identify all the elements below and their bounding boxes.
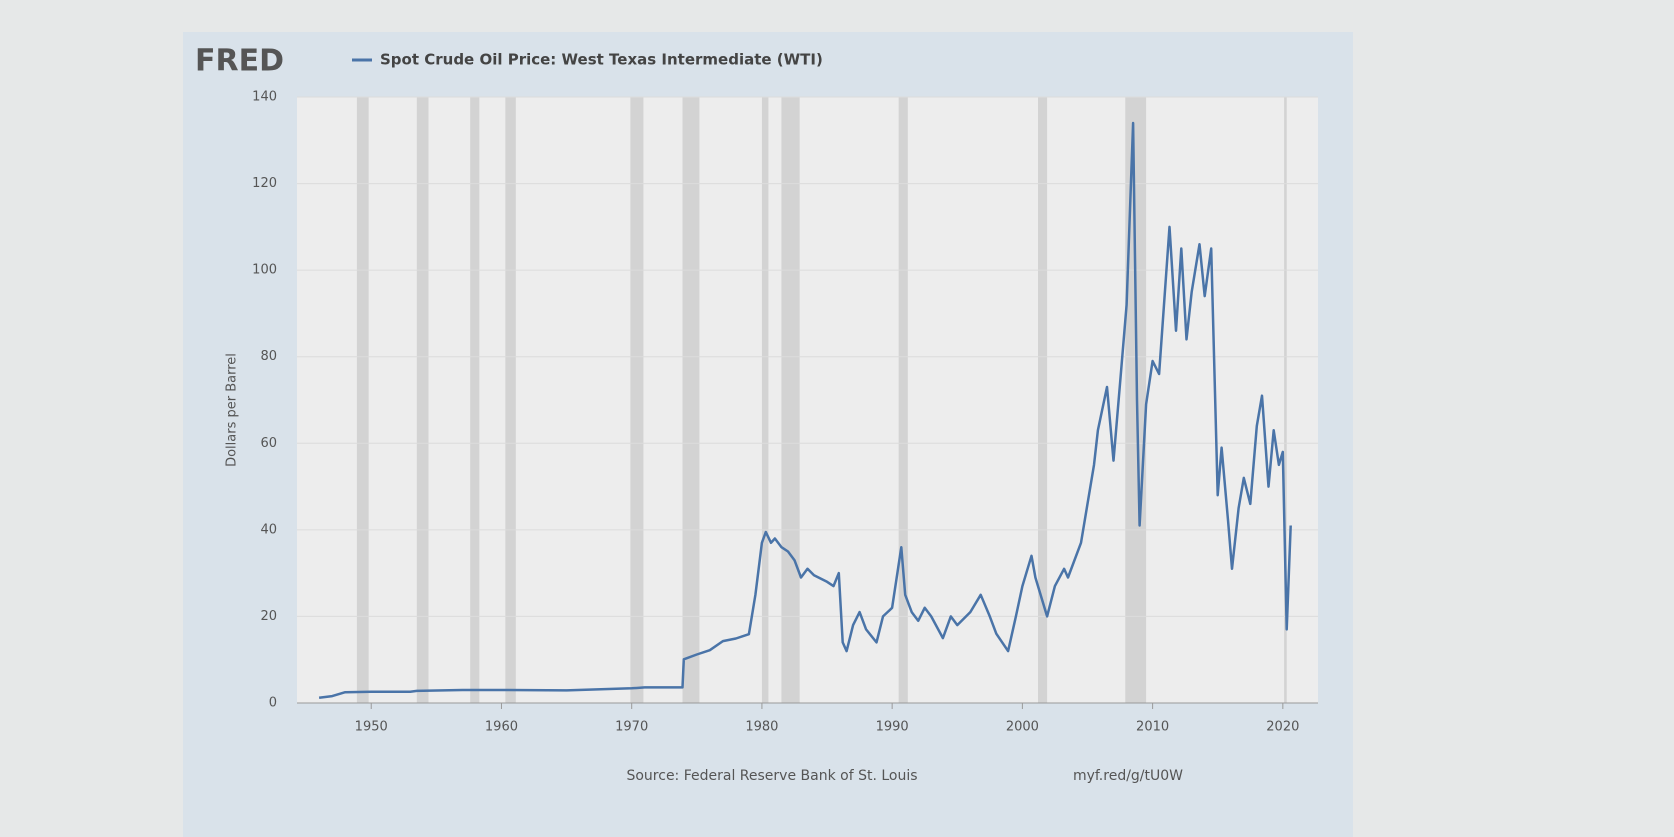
- recession-band: [416, 97, 429, 703]
- y-tick-label: 120: [252, 176, 277, 191]
- recession-band: [761, 97, 769, 703]
- recession-band: [470, 97, 480, 703]
- recession-band: [1125, 97, 1147, 703]
- recession-band: [630, 97, 644, 703]
- recession-band: [505, 97, 516, 703]
- y-tick-label: 0: [269, 696, 277, 711]
- x-tick-label: 1970: [615, 720, 648, 735]
- series-line: [318, 121, 1292, 700]
- legend-label: Spot Crude Oil Price: West Texas Interme…: [380, 51, 823, 69]
- x-tick-label: 2000: [1006, 720, 1039, 735]
- y-tick-label: 40: [260, 522, 277, 537]
- x-tick-label: 2010: [1136, 720, 1169, 735]
- recession-band: [898, 97, 908, 703]
- plot-area: [297, 97, 1318, 703]
- recession-band: [356, 97, 369, 703]
- brand: FRED: [195, 44, 284, 79]
- x-tick-label: 1990: [876, 720, 909, 735]
- x-tick-label: 1980: [745, 720, 778, 735]
- source: Source: Federal Reserve Bank of St. Loui…: [626, 768, 917, 784]
- recession-band: [1284, 97, 1287, 703]
- y-tick-label: 80: [260, 349, 277, 364]
- y-tick-label: 100: [252, 263, 277, 278]
- y-tick-label: 60: [260, 436, 277, 451]
- y-tick-label: 140: [252, 90, 277, 105]
- y-axis-label: Dollars per Barrel: [225, 353, 240, 467]
- x-tick-label: 1960: [485, 720, 518, 735]
- x-tick-label: 1950: [355, 720, 388, 735]
- y-tick-label: 20: [260, 609, 277, 624]
- recession-band: [1038, 97, 1048, 703]
- recession-band: [682, 97, 700, 703]
- link[interactable]: myf.red/g/tU0W: [1073, 768, 1183, 784]
- recession-band: [781, 97, 800, 703]
- x-tick-label: 2020: [1266, 720, 1299, 735]
